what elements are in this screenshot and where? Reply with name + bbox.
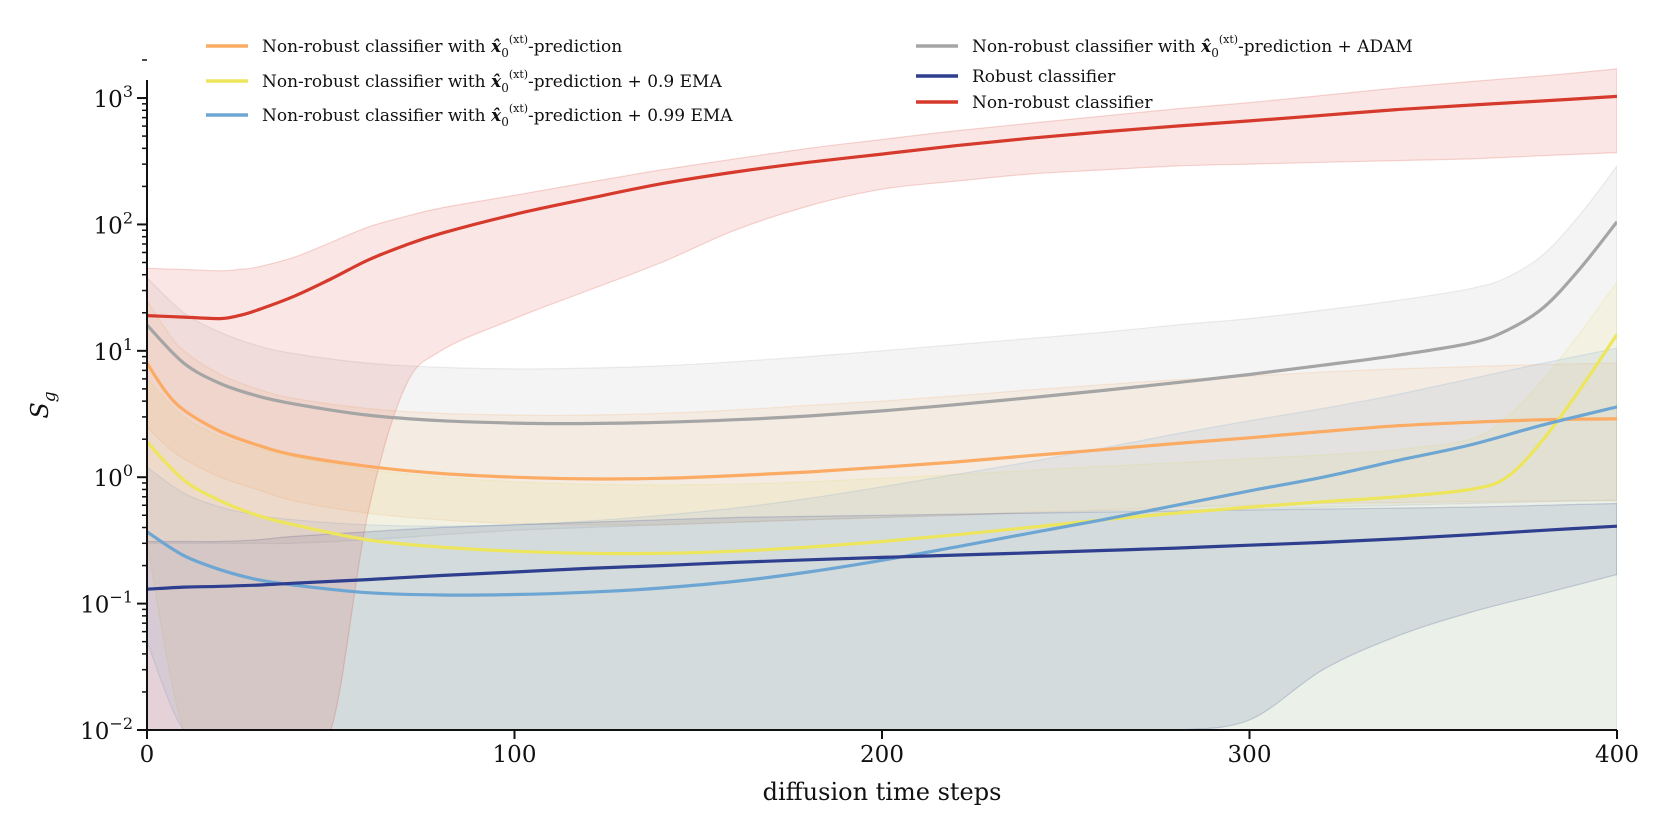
legend-label: Non-robust classifier	[972, 93, 1153, 113]
legend-label: Non-robust classifier with x̂0(xt)-predi…	[972, 33, 1413, 60]
band-series-3	[147, 165, 1617, 545]
line-series-5	[147, 94, 1617, 321]
x-tick-label: 200	[860, 742, 904, 768]
band-series-1	[147, 281, 1617, 730]
legend-label: Non-robust classifier with x̂0(xt)-predi…	[262, 33, 622, 60]
confidence-bands	[147, 68, 1617, 730]
legend-label: Non-robust classifier with x̂0(xt)-predi…	[262, 68, 722, 95]
y-tick-label: 103	[94, 82, 133, 113]
band-series-0	[147, 299, 1617, 526]
band-series-2	[147, 347, 1617, 730]
x-axis-title: diffusion time steps	[763, 778, 1002, 806]
line-series-0	[147, 362, 1617, 481]
line-series-4	[147, 524, 1617, 591]
series-lines	[147, 94, 1617, 597]
y-axis-title-sub: g	[40, 391, 60, 402]
legend: Non-robust classifier with x̂0(xt)-predi…	[206, 33, 1413, 129]
band-series-5	[147, 68, 1617, 730]
x-tick-label: 300	[1228, 742, 1272, 768]
legend-label: Robust classifier	[972, 67, 1116, 87]
y-tick-label: 102	[94, 208, 133, 239]
x-tick-label: 400	[1595, 742, 1639, 768]
y-ticks: 103 102 101 100 10−1 10−2	[80, 59, 147, 745]
band-series-4	[147, 502, 1617, 730]
y-tick-label: 10−1	[80, 588, 133, 619]
y-tick-label: 100	[94, 461, 133, 492]
y-tick-label: 10−2	[80, 714, 133, 745]
line-series-3	[147, 220, 1617, 426]
y-tick-label: 101	[94, 335, 133, 366]
y-axis-title-main: S	[26, 402, 54, 418]
line-series-2	[147, 405, 1617, 597]
legend-label: Non-robust classifier with x̂0(xt)-predi…	[262, 102, 733, 129]
line-series-1	[147, 333, 1617, 556]
x-tick-label: 100	[493, 742, 537, 768]
x-tick-label: 0	[140, 742, 155, 768]
y-axis-title: Sg	[26, 391, 60, 418]
x-ticks: 0 100 200 300 400	[140, 730, 1639, 768]
